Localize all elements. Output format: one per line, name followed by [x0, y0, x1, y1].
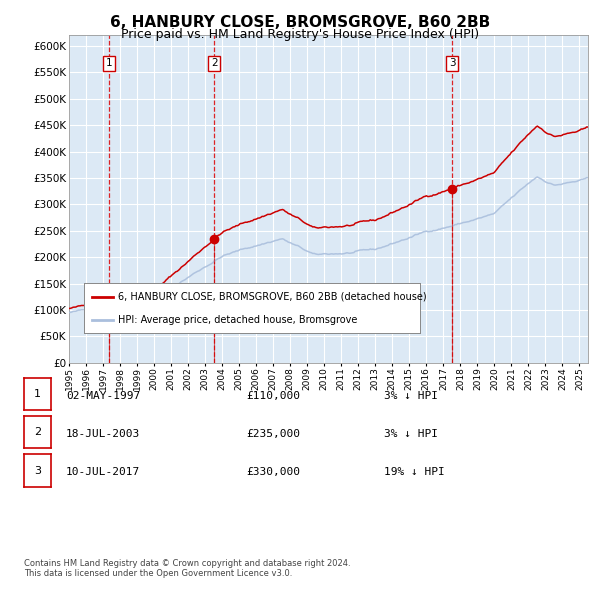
Text: 1: 1 [34, 389, 41, 399]
Text: 2: 2 [211, 58, 218, 68]
Text: 6, HANBURY CLOSE, BROMSGROVE, B60 2BB: 6, HANBURY CLOSE, BROMSGROVE, B60 2BB [110, 15, 490, 30]
Text: Price paid vs. HM Land Registry's House Price Index (HPI): Price paid vs. HM Land Registry's House … [121, 28, 479, 41]
Text: 6, HANBURY CLOSE, BROMSGROVE, B60 2BB (detached house): 6, HANBURY CLOSE, BROMSGROVE, B60 2BB (d… [118, 291, 426, 301]
Text: £330,000: £330,000 [246, 467, 300, 477]
Text: 19% ↓ HPI: 19% ↓ HPI [384, 467, 445, 477]
Text: 02-MAY-1997: 02-MAY-1997 [66, 391, 140, 401]
Text: 10-JUL-2017: 10-JUL-2017 [66, 467, 140, 477]
Text: 18-JUL-2003: 18-JUL-2003 [66, 429, 140, 439]
Text: HPI: Average price, detached house, Bromsgrove: HPI: Average price, detached house, Brom… [118, 315, 357, 325]
Text: 3: 3 [449, 58, 455, 68]
Text: 3% ↓ HPI: 3% ↓ HPI [384, 391, 438, 401]
Text: £235,000: £235,000 [246, 429, 300, 439]
Text: 1: 1 [106, 58, 112, 68]
Text: 3: 3 [34, 466, 41, 476]
Text: 2: 2 [34, 427, 41, 437]
Text: 3% ↓ HPI: 3% ↓ HPI [384, 429, 438, 439]
Text: £110,000: £110,000 [246, 391, 300, 401]
Text: Contains HM Land Registry data © Crown copyright and database right 2024.
This d: Contains HM Land Registry data © Crown c… [24, 559, 350, 578]
